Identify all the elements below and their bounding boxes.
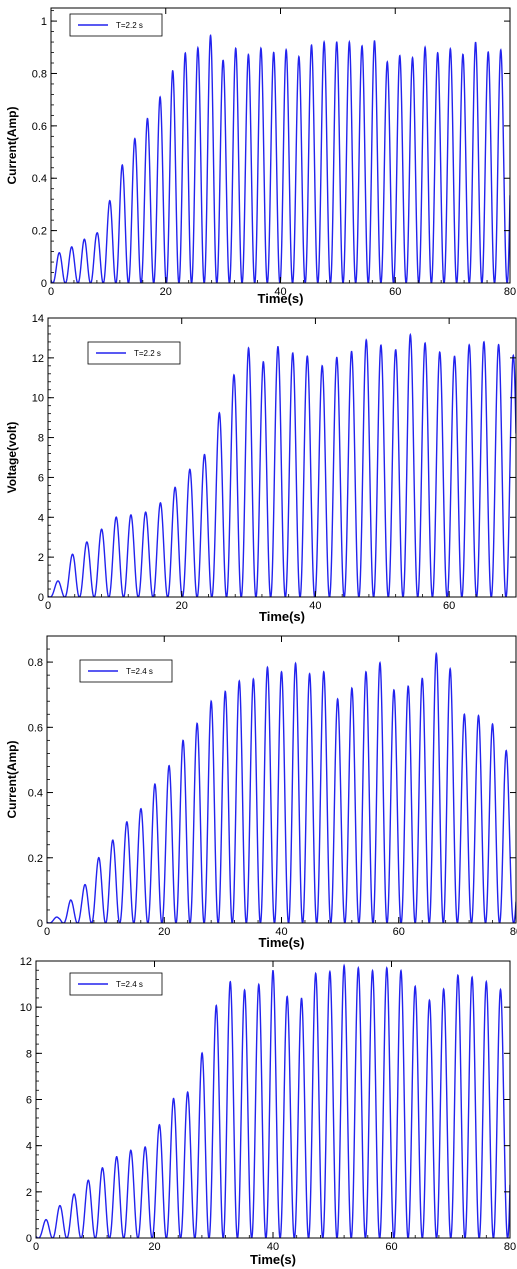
y-axis-label: Voltage(volt) xyxy=(5,422,19,494)
x-tick-label: 60 xyxy=(385,1241,397,1253)
y-tick-label: 0.2 xyxy=(32,226,47,238)
y-tick-label: 0.6 xyxy=(32,121,47,133)
y-tick-label: 4 xyxy=(38,512,44,524)
x-tick-label: 80 xyxy=(504,286,516,298)
y-tick-label: 4 xyxy=(26,1141,32,1153)
y-tick-label: 2 xyxy=(26,1187,32,1199)
x-tick-label: 80 xyxy=(504,1241,516,1253)
series-line-0 xyxy=(48,332,516,597)
y-tick-label: 10 xyxy=(32,393,44,405)
y-tick-label: 0 xyxy=(38,592,44,604)
legend-box xyxy=(69,13,163,37)
y-tick-label: 2 xyxy=(38,552,44,564)
chart-4: 0 20 40 60 80 0 2 4 6 8 10 12 Time(s) T=2.4 s xyxy=(20,956,516,1267)
x-tick-label: 40 xyxy=(274,286,286,298)
series-line-0 xyxy=(51,34,510,283)
x-tick-label: 80 xyxy=(510,926,517,938)
series-line-0 xyxy=(36,963,510,1238)
y-tick-label: 10 xyxy=(20,1002,32,1014)
y-tick-label: 12 xyxy=(32,353,44,365)
y-tick-label: 6 xyxy=(38,472,44,484)
legend-box xyxy=(69,972,163,996)
x-axis-label: Time(s) xyxy=(259,935,305,950)
legend-box xyxy=(79,659,173,683)
x-tick-label: 60 xyxy=(443,600,455,612)
y-tick-label: 14 xyxy=(32,313,44,325)
legend-label: T=2.4 s xyxy=(126,667,153,676)
y-tick-label: 0.6 xyxy=(28,722,43,734)
y-tick-label: 0.2 xyxy=(28,853,43,865)
y-tick-label: 12 xyxy=(20,956,32,968)
x-axis-label: Time(s) xyxy=(258,291,304,306)
plot-frame xyxy=(47,317,517,598)
y-tick-label: 8 xyxy=(26,1048,32,1060)
chart-1: 0 20 40 60 80 0 0.2 0.4 0.6 0.8 1 Time(s) Current(Am… xyxy=(5,7,516,306)
legend: T=2.4 s xyxy=(69,972,163,996)
legend-label: T=2.4 s xyxy=(116,980,143,989)
x-axis-label: Time(s) xyxy=(259,609,305,624)
legend: T=2.2 s xyxy=(69,13,163,37)
x-tick-label: 40 xyxy=(309,600,321,612)
y-tick-label: 8 xyxy=(38,433,44,445)
y-tick-label: 0.8 xyxy=(32,68,47,80)
plot-frame xyxy=(50,7,511,284)
y-tick-label: 0 xyxy=(41,278,47,290)
x-tick-label: 0 xyxy=(44,926,50,938)
x-tick-label: 20 xyxy=(160,286,172,298)
x-tick-label: 60 xyxy=(389,286,401,298)
legend: T=2.4 s xyxy=(79,659,173,683)
y-tick-label: 0 xyxy=(26,1233,32,1245)
x-tick-label: 20 xyxy=(148,1241,160,1253)
chart-3: 0 20 40 60 80 0 0.2 0.4 0.6 0.8 Time(s) Current(Amp… xyxy=(5,635,517,950)
x-axis-label: Time(s) xyxy=(250,1252,296,1267)
x-tick-label: 40 xyxy=(275,926,287,938)
y-tick-label: 6 xyxy=(26,1095,32,1107)
y-axis-label: Current(Amp) xyxy=(5,107,19,185)
x-tick-label: 0 xyxy=(45,600,51,612)
x-tick-label: 60 xyxy=(393,926,405,938)
legend-box xyxy=(87,341,181,365)
x-tick-label: 0 xyxy=(48,286,54,298)
y-axis-label: Current(Amp) xyxy=(5,741,19,819)
x-tick-label: 40 xyxy=(267,1241,279,1253)
y-tick-label: 0.4 xyxy=(28,788,43,800)
y-tick-label: 0.4 xyxy=(32,173,47,185)
legend: T=2.2 s xyxy=(87,341,181,365)
y-tick-label: 0.8 xyxy=(28,657,43,669)
legend-label: T=2.2 s xyxy=(134,349,161,358)
legend-label: T=2.2 s xyxy=(116,21,143,30)
chart-2: 0 20 40 60 0 2 4 6 8 10 12 14 Time(s) Voltage(volt) T=… xyxy=(5,313,517,624)
x-tick-label: 20 xyxy=(158,926,170,938)
x-tick-label: 20 xyxy=(176,600,188,612)
y-tick-label: 0 xyxy=(37,918,43,930)
series-line-0 xyxy=(47,651,516,923)
x-tick-label: 0 xyxy=(33,1241,39,1253)
y-tick-label: 1 xyxy=(41,16,47,28)
